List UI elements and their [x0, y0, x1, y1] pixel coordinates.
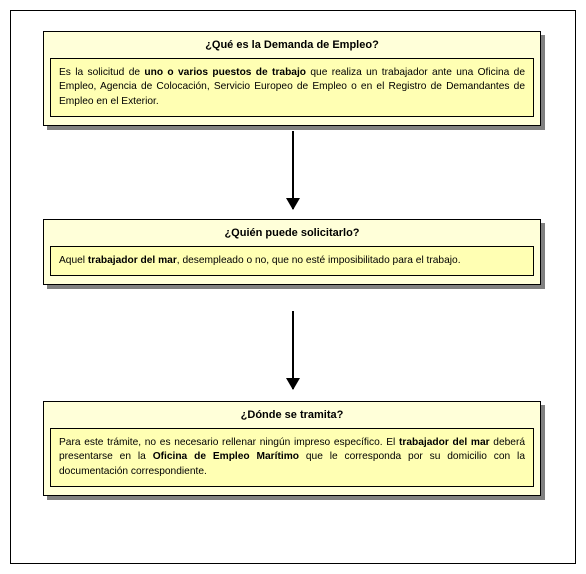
- bold-text: trabajador del mar: [399, 437, 490, 448]
- bold-text: trabajador del mar: [88, 255, 177, 266]
- bold-text: uno o varios puestos de trabajo: [144, 67, 306, 78]
- flow-node-3: ¿Dónde se tramita? Para este trámite, no…: [43, 401, 541, 496]
- node-title: ¿Qué es la Demanda de Empleo?: [50, 38, 534, 53]
- node-body: Es la solicitud de uno o varios puestos …: [50, 58, 534, 117]
- text-segment: Es la solicitud de: [59, 67, 144, 78]
- node-outer: ¿Dónde se tramita? Para este trámite, no…: [43, 401, 541, 496]
- flow-arrow-2: [292, 311, 294, 389]
- text-segment: , desempleado o no, que no esté imposibi…: [177, 255, 461, 266]
- node-title: ¿Dónde se tramita?: [50, 408, 534, 423]
- inner-frame: ¿Qué es la Demanda de Empleo? Es la soli…: [21, 21, 565, 553]
- node-title: ¿Quién puede solicitarlo?: [50, 226, 534, 241]
- node-body: Aquel trabajador del mar, desempleado o …: [50, 246, 534, 276]
- node-outer: ¿Quién puede solicitarlo? Aquel trabajad…: [43, 219, 541, 285]
- text-segment: Para este trámite, no es necesario relle…: [59, 437, 399, 448]
- flow-node-2: ¿Quién puede solicitarlo? Aquel trabajad…: [43, 219, 541, 285]
- bold-text: Oficina de Empleo Marítimo: [153, 451, 299, 462]
- node-outer: ¿Qué es la Demanda de Empleo? Es la soli…: [43, 31, 541, 126]
- flow-arrow-1: [292, 131, 294, 209]
- text-segment: Aquel: [59, 255, 88, 266]
- node-body: Para este trámite, no es necesario relle…: [50, 428, 534, 487]
- flow-node-1: ¿Qué es la Demanda de Empleo? Es la soli…: [43, 31, 541, 126]
- diagram-canvas: ¿Qué es la Demanda de Empleo? Es la soli…: [10, 10, 576, 564]
